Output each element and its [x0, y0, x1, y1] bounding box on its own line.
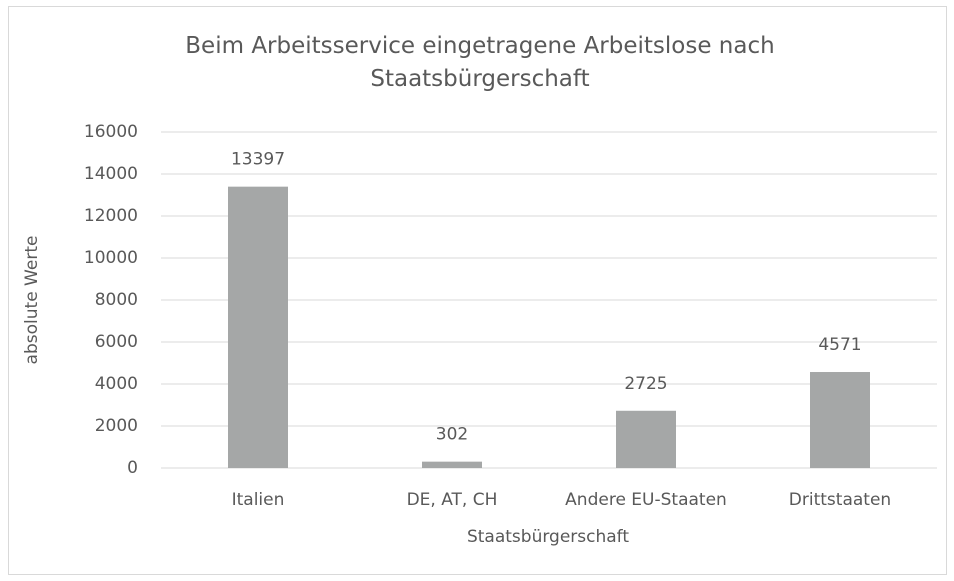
x-tick-label: DE, AT, CH: [407, 490, 498, 510]
bar: [228, 186, 288, 468]
x-tick-label: Drittstaaten: [789, 490, 891, 510]
y-tick-label: 8000: [95, 290, 138, 310]
y-tick-label: 2000: [95, 416, 138, 436]
chart-border: [8, 6, 947, 575]
bar: [616, 410, 676, 468]
y-tick-label: 4000: [95, 374, 138, 394]
bar: [810, 372, 870, 468]
x-tick-label: Italien: [232, 490, 285, 510]
y-tick-label: 14000: [84, 164, 138, 184]
y-axis-label: absolute Werte: [22, 236, 42, 365]
y-tick-label: 10000: [84, 248, 138, 268]
data-label: 302: [436, 425, 468, 445]
data-label: 13397: [231, 150, 285, 170]
chart-title: Beim Arbeitsservice eingetragene Arbeits…: [185, 33, 775, 92]
data-label: 4571: [818, 335, 861, 355]
y-tick-label: 16000: [84, 122, 138, 142]
y-tick-label: 0: [127, 458, 138, 478]
y-tick-label: 12000: [84, 206, 138, 226]
x-tick-label: Andere EU-Staaten: [565, 490, 727, 510]
y-tick-label: 6000: [95, 332, 138, 352]
data-label: 2725: [624, 374, 667, 394]
bar: [422, 461, 482, 468]
x-axis-label: Staatsbürgerschaft: [467, 527, 629, 547]
